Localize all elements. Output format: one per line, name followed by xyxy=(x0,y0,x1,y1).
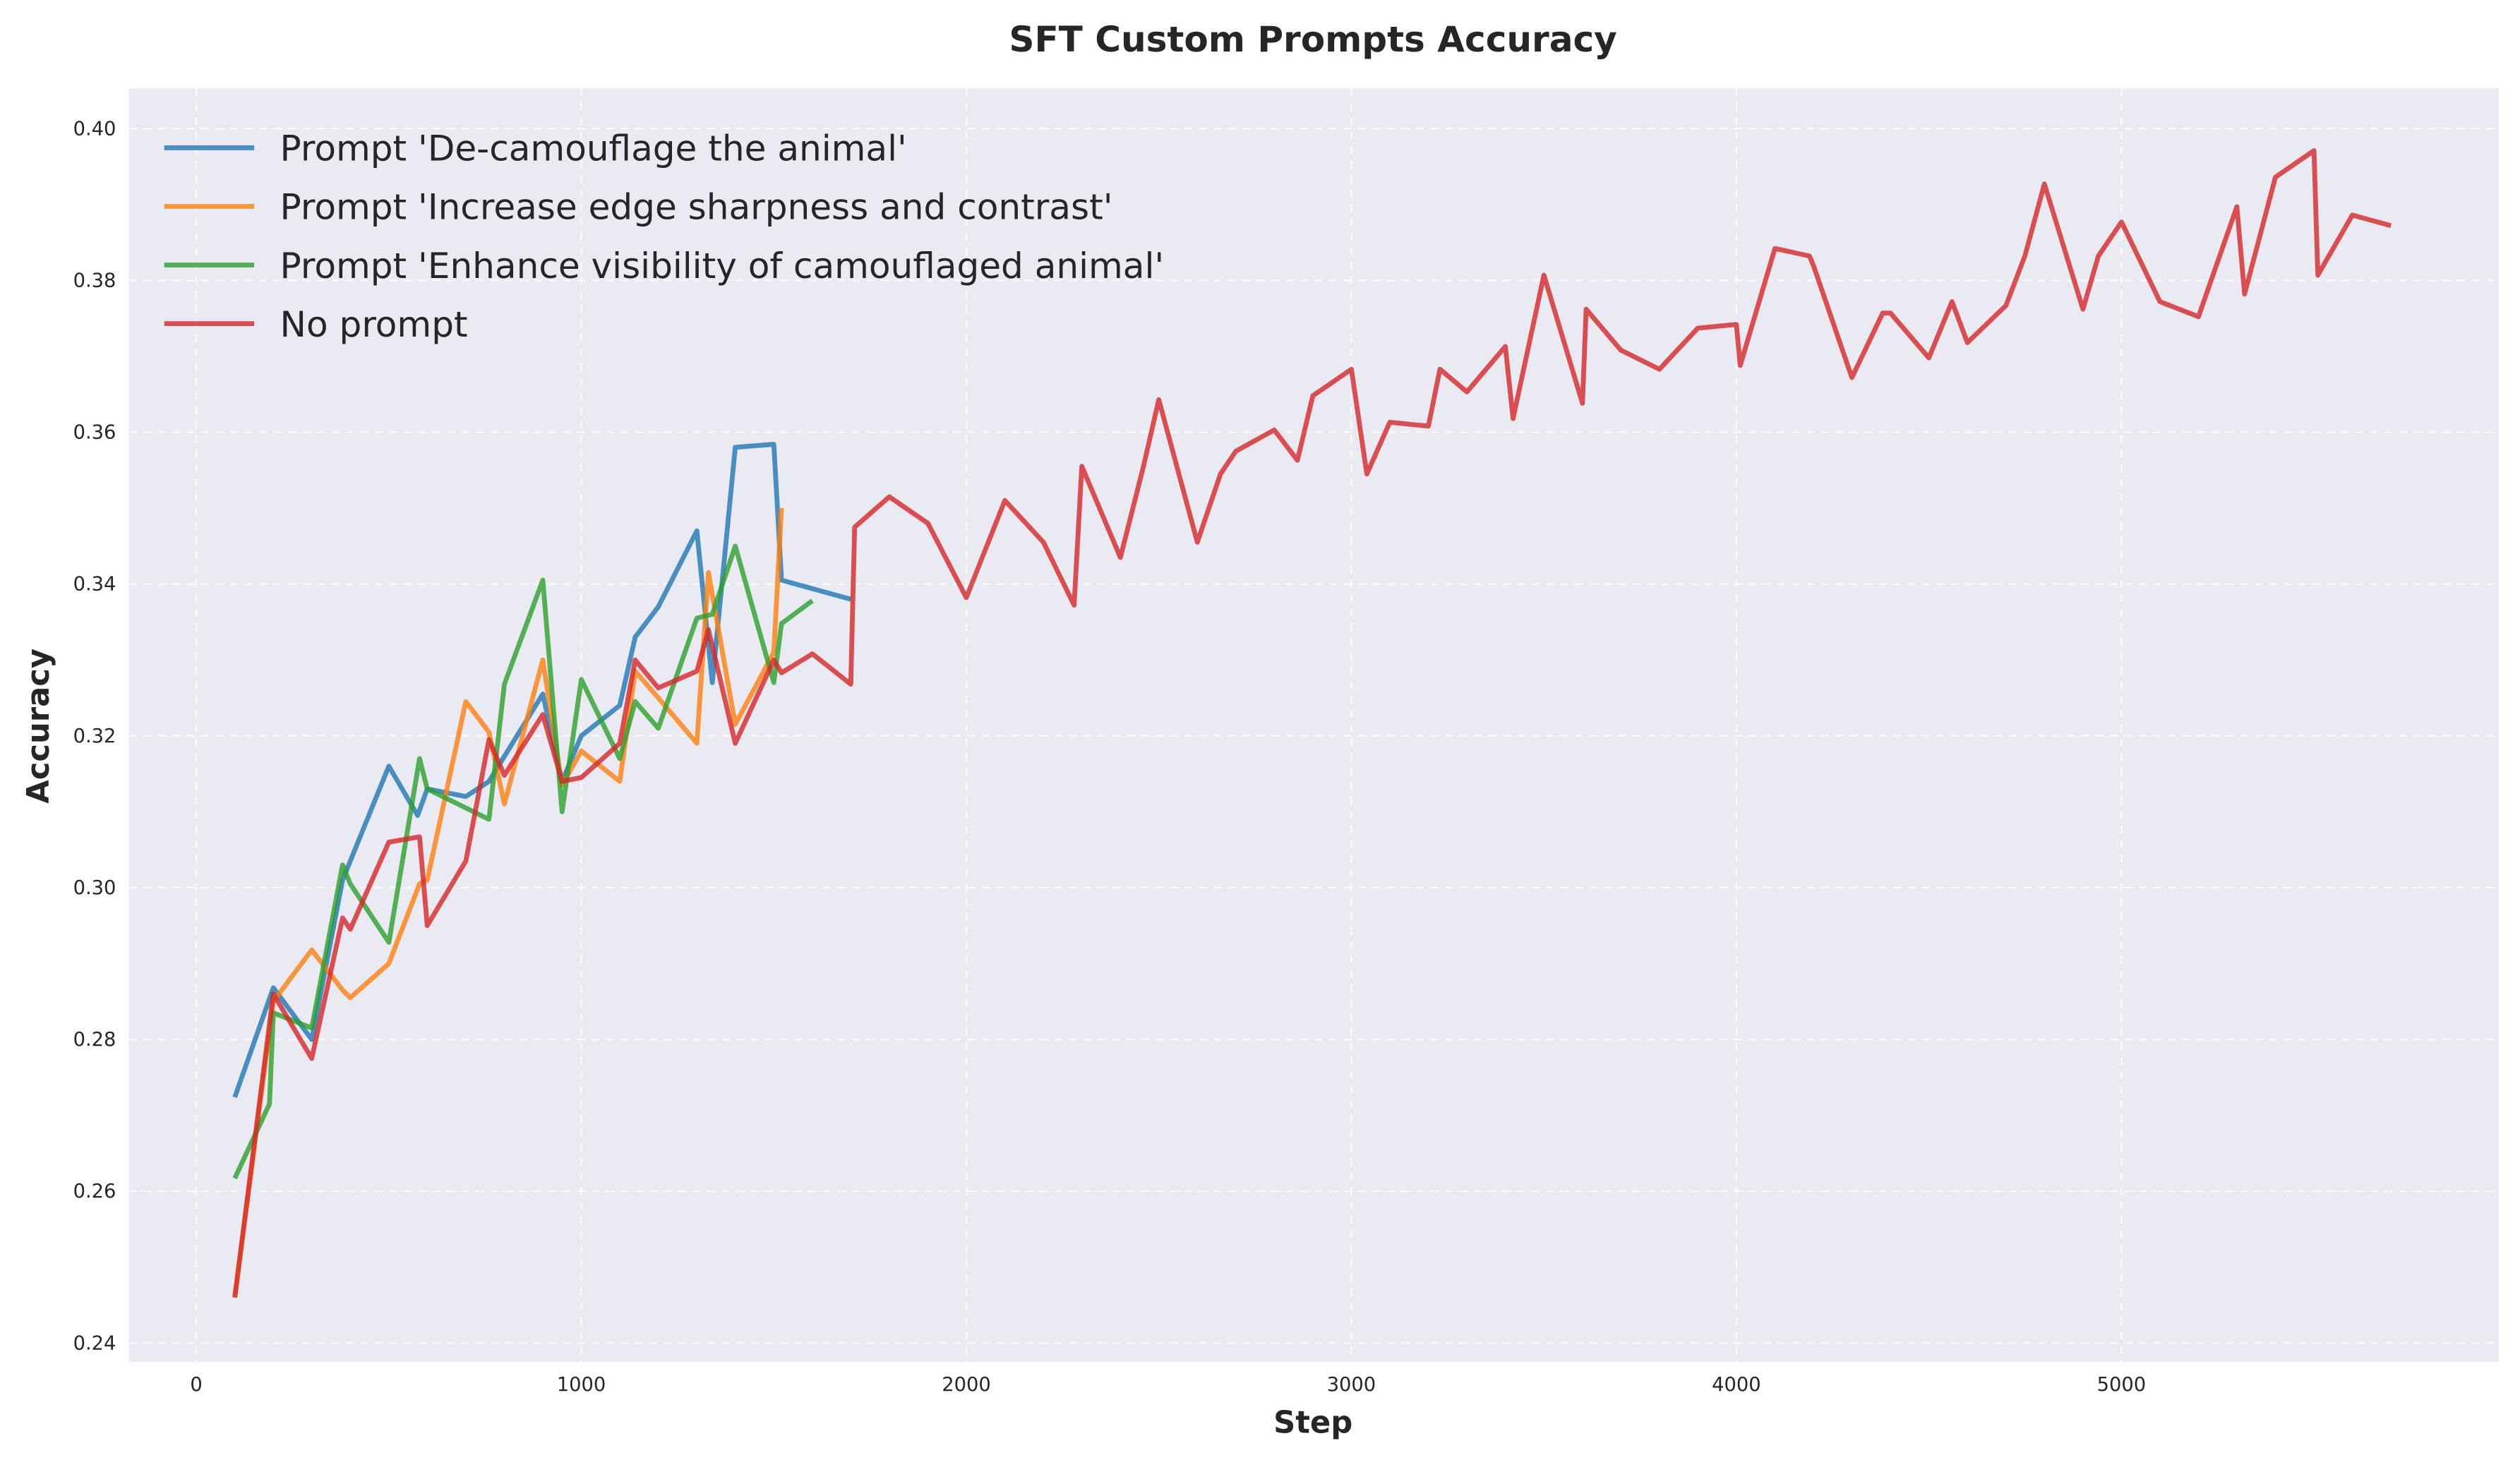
y-tick-label: 0.28 xyxy=(73,1029,116,1051)
y-tick-label: 0.30 xyxy=(73,877,116,899)
x-tick-label: 2000 xyxy=(942,1374,990,1396)
chart-title: SFT Custom Prompts Accuracy xyxy=(1009,19,1616,60)
series-line-2 xyxy=(232,543,814,1180)
y-tick-label: 0.38 xyxy=(73,270,116,291)
y-axis-label: Accuracy xyxy=(21,648,56,804)
legend-label: No prompt xyxy=(280,304,468,345)
series-line-3 xyxy=(232,148,2392,1298)
series-lines xyxy=(232,148,2392,1298)
legend-label: Prompt 'Increase edge sharpness and cont… xyxy=(280,187,1113,228)
x-tick-label: 1000 xyxy=(557,1374,606,1396)
y-tick-label: 0.34 xyxy=(73,574,116,596)
x-axis-label: Step xyxy=(1273,1405,1352,1440)
x-tick-label: 0 xyxy=(190,1374,202,1396)
x-tick-label: 4000 xyxy=(1712,1374,1760,1396)
x-tick-label: 3000 xyxy=(1327,1374,1376,1396)
y-tick-label: 0.40 xyxy=(73,118,116,140)
y-tick-label: 0.36 xyxy=(73,422,116,444)
legend: Prompt 'De-camouflage the animal' Prompt … xyxy=(164,128,1165,345)
y-tick-label: 0.26 xyxy=(73,1181,116,1202)
x-tick-label: 5000 xyxy=(2097,1374,2146,1396)
y-tick-label: 0.24 xyxy=(73,1332,116,1354)
axis-ticks: 0 1000 2000 3000 4000 5000 0.24 0.26 0.28 0.30 0.3… xyxy=(73,118,2146,1396)
y-tick-label: 0.32 xyxy=(73,725,116,747)
legend-label: Prompt 'De-camouflage the animal' xyxy=(280,128,907,169)
legend-label: Prompt 'Enhance visibility of camouflage… xyxy=(280,246,1165,286)
